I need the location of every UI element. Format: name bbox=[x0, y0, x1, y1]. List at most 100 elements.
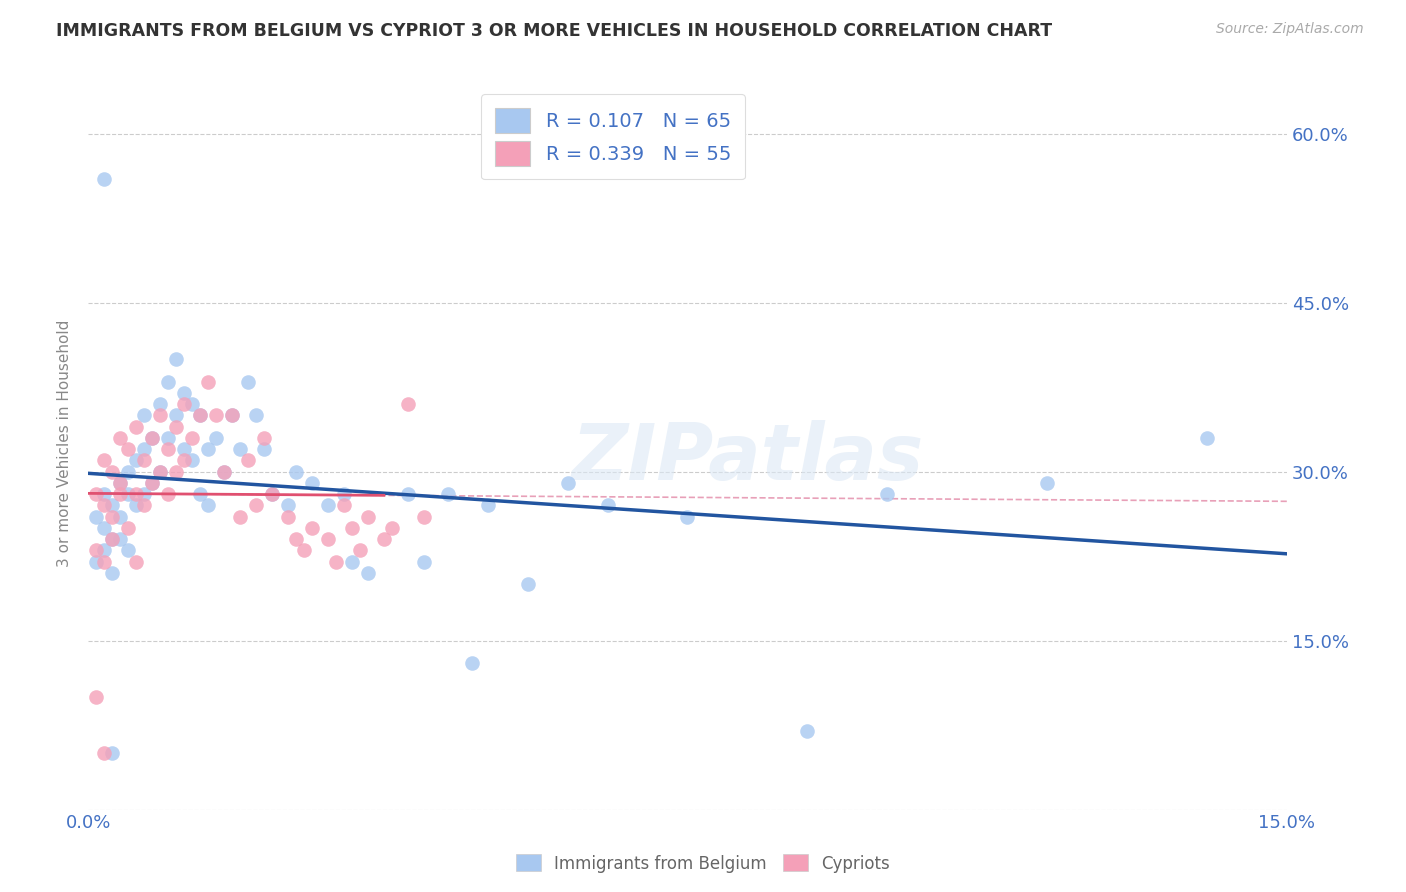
Point bbox=[132, 453, 155, 467]
Point bbox=[84, 509, 107, 524]
Point bbox=[236, 453, 259, 467]
Point bbox=[101, 465, 124, 479]
Point bbox=[84, 543, 107, 558]
Point bbox=[117, 487, 139, 501]
Point bbox=[340, 521, 363, 535]
Text: Source: ZipAtlas.com: Source: ZipAtlas.com bbox=[1216, 22, 1364, 37]
Point bbox=[84, 487, 107, 501]
Point bbox=[117, 521, 139, 535]
Point bbox=[101, 533, 124, 547]
Point bbox=[245, 409, 267, 423]
Point bbox=[277, 509, 299, 524]
Point bbox=[277, 499, 299, 513]
Point bbox=[349, 543, 371, 558]
Point bbox=[108, 431, 131, 445]
Point bbox=[149, 409, 172, 423]
Point bbox=[197, 442, 219, 456]
Point bbox=[173, 385, 195, 400]
Point bbox=[84, 555, 107, 569]
Point bbox=[316, 533, 339, 547]
Point bbox=[381, 521, 404, 535]
Point bbox=[212, 465, 235, 479]
Point bbox=[93, 499, 115, 513]
Point bbox=[316, 499, 339, 513]
Point bbox=[93, 171, 115, 186]
Point bbox=[149, 397, 172, 411]
Point bbox=[373, 533, 395, 547]
Point bbox=[396, 397, 419, 411]
Point bbox=[301, 521, 323, 535]
Point bbox=[412, 555, 434, 569]
Point bbox=[221, 409, 243, 423]
Point bbox=[132, 499, 155, 513]
Point bbox=[125, 419, 148, 434]
Point bbox=[333, 499, 356, 513]
Point bbox=[93, 487, 115, 501]
Point bbox=[253, 442, 276, 456]
Point bbox=[93, 746, 115, 760]
Point bbox=[93, 555, 115, 569]
Point bbox=[396, 487, 419, 501]
Point bbox=[165, 419, 187, 434]
Point bbox=[557, 475, 579, 490]
Point bbox=[157, 375, 180, 389]
Point bbox=[125, 555, 148, 569]
Point bbox=[188, 409, 211, 423]
Point bbox=[108, 475, 131, 490]
Point bbox=[165, 409, 187, 423]
Point bbox=[1036, 475, 1059, 490]
Text: IMMIGRANTS FROM BELGIUM VS CYPRIOT 3 OR MORE VEHICLES IN HOUSEHOLD CORRELATION C: IMMIGRANTS FROM BELGIUM VS CYPRIOT 3 OR … bbox=[56, 22, 1052, 40]
Point bbox=[284, 533, 307, 547]
Point bbox=[125, 487, 148, 501]
Point bbox=[181, 431, 204, 445]
Point bbox=[333, 487, 356, 501]
Point bbox=[108, 509, 131, 524]
Point bbox=[876, 487, 898, 501]
Point bbox=[149, 465, 172, 479]
Point bbox=[260, 487, 283, 501]
Legend: R = 0.107   N = 65, R = 0.339   N = 55: R = 0.107 N = 65, R = 0.339 N = 55 bbox=[481, 95, 745, 179]
Point bbox=[141, 475, 163, 490]
Point bbox=[284, 465, 307, 479]
Point bbox=[357, 509, 380, 524]
Point bbox=[340, 555, 363, 569]
Point bbox=[165, 351, 187, 366]
Point bbox=[173, 442, 195, 456]
Point bbox=[84, 690, 107, 704]
Point bbox=[796, 723, 818, 738]
Point bbox=[93, 543, 115, 558]
Point bbox=[181, 453, 204, 467]
Point bbox=[101, 533, 124, 547]
Point bbox=[188, 487, 211, 501]
Point bbox=[1195, 431, 1218, 445]
Point bbox=[117, 465, 139, 479]
Point bbox=[165, 465, 187, 479]
Point bbox=[141, 475, 163, 490]
Point bbox=[188, 409, 211, 423]
Point bbox=[157, 442, 180, 456]
Point bbox=[229, 442, 252, 456]
Point bbox=[101, 499, 124, 513]
Point bbox=[197, 499, 219, 513]
Point bbox=[325, 555, 347, 569]
Point bbox=[141, 431, 163, 445]
Point bbox=[93, 453, 115, 467]
Point bbox=[260, 487, 283, 501]
Point bbox=[292, 543, 315, 558]
Point bbox=[181, 397, 204, 411]
Point bbox=[173, 453, 195, 467]
Point bbox=[173, 397, 195, 411]
Legend: Immigrants from Belgium, Cypriots: Immigrants from Belgium, Cypriots bbox=[509, 847, 897, 880]
Point bbox=[108, 533, 131, 547]
Point bbox=[157, 487, 180, 501]
Point bbox=[101, 509, 124, 524]
Point bbox=[245, 499, 267, 513]
Point bbox=[117, 543, 139, 558]
Point bbox=[132, 442, 155, 456]
Point bbox=[676, 509, 699, 524]
Point bbox=[101, 566, 124, 580]
Point bbox=[101, 746, 124, 760]
Point bbox=[436, 487, 458, 501]
Point bbox=[108, 475, 131, 490]
Point bbox=[205, 409, 228, 423]
